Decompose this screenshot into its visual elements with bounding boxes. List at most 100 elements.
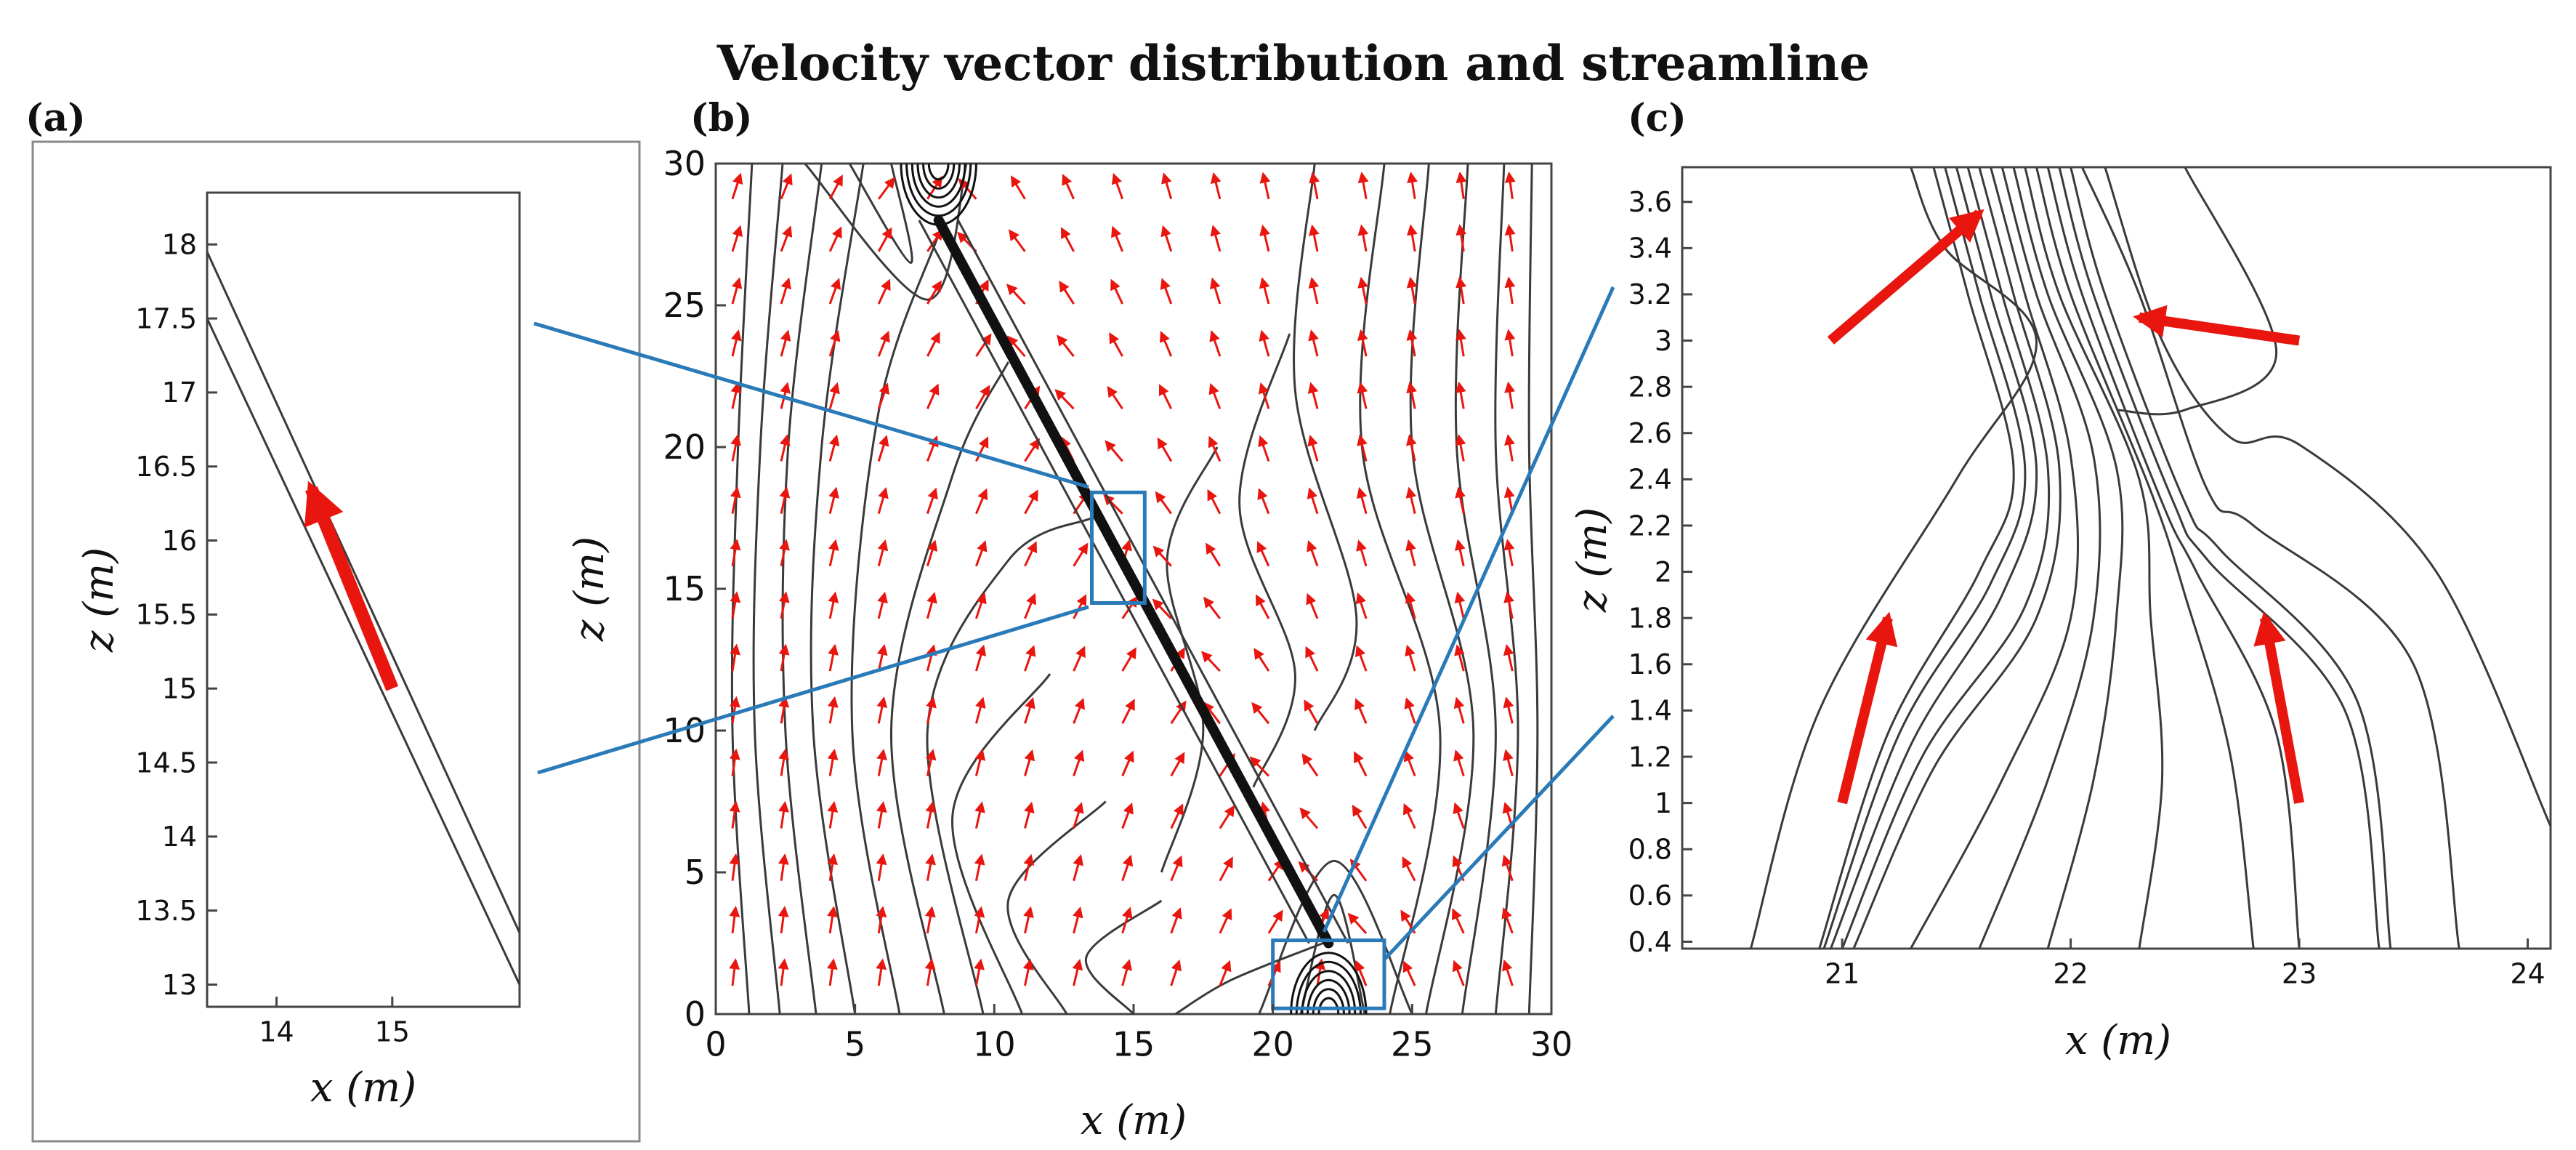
- panel-b-vector-arrow: [1356, 486, 1368, 515]
- panel-b-streamline: [1006, 800, 1107, 1015]
- panel-b-vector-arrow: [1503, 749, 1514, 776]
- panel-b-vector-arrow: [1105, 440, 1123, 462]
- panel-b-vector-arrow: [1219, 805, 1235, 829]
- panel-c-streamline: [1852, 166, 2062, 949]
- panel-b-vector-arrow: [925, 749, 937, 776]
- panel-b-vector-arrow: [1307, 434, 1319, 462]
- panel-b-vector-arrow: [876, 853, 887, 881]
- panel-b-vector-arrow: [1352, 804, 1368, 829]
- figure-title: Velocity vector distribution and streaml…: [716, 35, 1870, 92]
- panel-b-ytick-label: 20: [663, 427, 706, 467]
- panel-b-vector-arrow: [1453, 696, 1465, 724]
- panel-b-xtick-label: 15: [1113, 1025, 1155, 1064]
- panel-b-streamline: [804, 162, 968, 301]
- connector-c-top: [1322, 286, 1615, 933]
- panel-b-vector-arrow: [778, 696, 790, 724]
- panel-b-zoom-box-2: [1271, 938, 1386, 1010]
- connector-a-top: [533, 321, 1089, 489]
- panel-b-vector-arrow: [926, 331, 940, 357]
- panel-a-ytick-label: 15: [162, 672, 197, 704]
- panel-b-vector-arrow: [1455, 276, 1467, 305]
- panel-a-frame: [31, 140, 641, 1143]
- panel-b-vector-arrow: [1354, 751, 1368, 777]
- panel-b-vector-arrow: [731, 277, 743, 305]
- panel-b-vector-arrow: [828, 174, 843, 200]
- panel-b-vector-arrow: [926, 539, 938, 567]
- panel-b-end-streamline: [916, 163, 961, 199]
- panel-b-vector-arrow: [730, 696, 740, 724]
- panel-b-vector-arrow: [1454, 644, 1465, 672]
- panel-b-vector-arrow: [1121, 854, 1134, 882]
- panel-b-vector-arrow: [1405, 644, 1416, 672]
- panel-b-vector-arrow: [1256, 541, 1270, 567]
- panel-b-vector-arrow: [1152, 598, 1172, 619]
- panel-b-zoom-boxes: [1090, 490, 1386, 1010]
- panel-b-vector-arrow: [1299, 807, 1319, 829]
- panel-c-ytick-label: 1.4: [1628, 695, 1672, 727]
- panel-b-vector-arrow: [1301, 753, 1319, 777]
- panel-b-vector-arrow: [925, 853, 936, 881]
- panel-a-ytick-label: 16: [162, 525, 197, 557]
- panel-b-vector-arrow: [828, 591, 839, 619]
- panel-b-vector-arrow: [1209, 277, 1222, 305]
- panel-b-x-axis-label: x (m): [1081, 1097, 1187, 1144]
- panel-b-vector-arrow: [1357, 172, 1369, 200]
- panel-b-vector-arrow: [975, 436, 989, 462]
- panel-c-ytick-label: 3.6: [1628, 186, 1672, 218]
- panel-b-vector-arrow: [1402, 803, 1416, 829]
- panel-a-fracture-line: [206, 251, 521, 933]
- panel-b-vector-arrow: [779, 434, 791, 462]
- panel-b-vector-arrow: [828, 278, 841, 305]
- panel-b-vector-arrow: [1503, 643, 1514, 672]
- panel-b-vector-arrow: [1111, 225, 1124, 252]
- panel-b-vector-arrow: [1159, 331, 1173, 357]
- panel-b-vector-arrow: [1501, 854, 1514, 882]
- panel-b-vector-arrow: [1121, 699, 1135, 724]
- panel-c-ytick-label: 2.2: [1628, 510, 1672, 542]
- panel-b-xtick-label: 30: [1530, 1025, 1573, 1064]
- panel-b-vector-arrow: [877, 435, 889, 462]
- panel-b-vector-arrow: [1024, 801, 1035, 829]
- panel-a-ytick-label: 16.5: [135, 451, 197, 483]
- panel-a-x-ticks: 14 15: [259, 997, 410, 1048]
- panel-b-vector-arrow: [1455, 172, 1467, 199]
- panel-b-vector-arrow: [1354, 698, 1368, 724]
- panel-b-fracture-group: [900, 163, 1368, 1015]
- panel-b-vector-arrow: [1455, 381, 1466, 409]
- panel-c-ytick-label: 1.2: [1628, 741, 1672, 773]
- panel-b-vector-arrow: [1073, 906, 1083, 934]
- panel-c-streamline: [2080, 166, 2460, 949]
- panel-c-ytick-label: 2.6: [1628, 417, 1672, 449]
- panel-c-xtick-label: 24: [2510, 958, 2545, 990]
- panel-b-vector-arrow: [1308, 276, 1320, 305]
- panel-b-vector-arrow: [1308, 224, 1320, 252]
- panel-b-vector-arrow: [1304, 699, 1319, 724]
- panel-b-vector-arrow: [1306, 592, 1319, 619]
- panel-b-vector-arrow: [1170, 752, 1185, 777]
- panel-b-vector-arrow: [1073, 697, 1085, 724]
- panel-b-vector-arrow: [1059, 281, 1075, 305]
- panel-b-vector-arrow: [1267, 909, 1283, 934]
- connector-c-bottom: [1383, 715, 1615, 961]
- panel-b-vector-arrow: [926, 487, 938, 515]
- panel-b-vector-arrow: [1208, 382, 1222, 409]
- panel-c-streamline-group: [1749, 166, 2552, 949]
- panel-b-vector-arrow: [876, 801, 887, 829]
- panel-b-vector-arrow: [1110, 278, 1124, 305]
- panel-b-vector-arrow: [730, 434, 741, 462]
- panel-c-ytick-label: 1.8: [1628, 602, 1672, 634]
- panel-b-vector-arrow: [1062, 174, 1075, 200]
- panel-b-vector-arrow: [1160, 225, 1173, 252]
- panel-b-vector-arrow: [826, 958, 838, 986]
- panel-b-vector-arrow: [1454, 591, 1466, 619]
- panel-b-vector-arrow: [1121, 802, 1134, 829]
- panel-b-vector-arrow: [877, 539, 889, 567]
- panel-b-vector-arrow: [1073, 594, 1087, 619]
- panel-b-vector-arrow: [729, 853, 740, 881]
- panel-b-vector-arrow: [926, 383, 940, 409]
- panel-b-vector-arrow: [731, 225, 743, 252]
- panel-b-vector-arrow: [1258, 435, 1270, 462]
- panel-b-vector-arrow: [1170, 803, 1184, 829]
- panel-b-vector-arrow: [778, 800, 789, 829]
- panel-b-vector-arrow: [926, 644, 937, 672]
